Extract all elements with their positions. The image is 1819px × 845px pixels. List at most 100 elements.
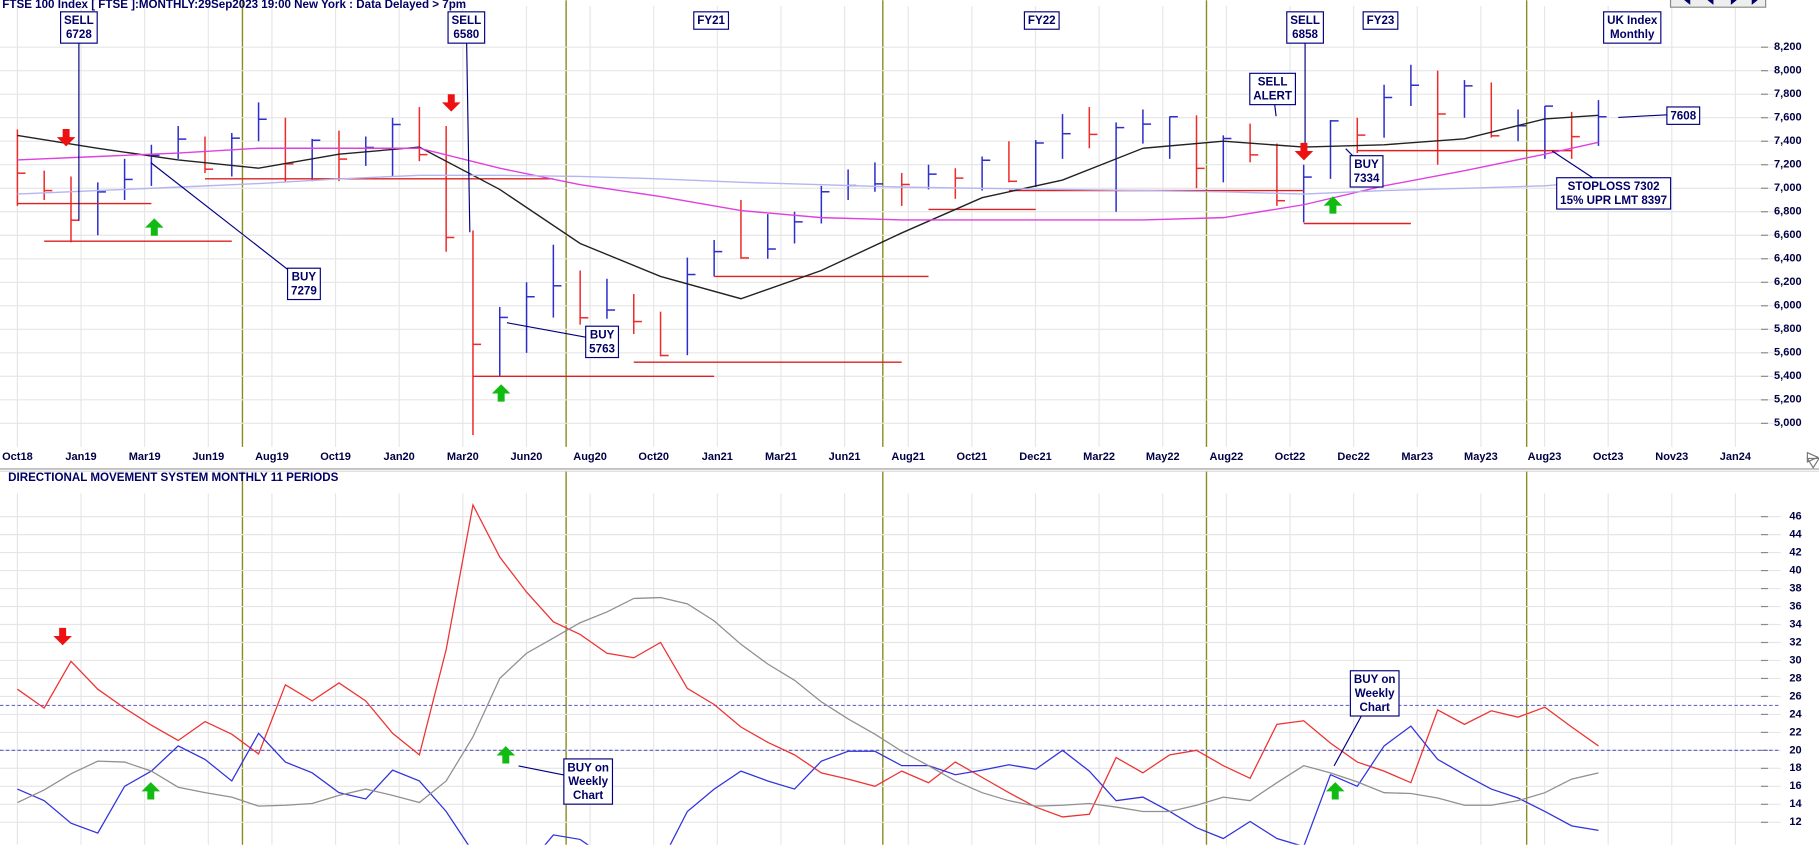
annotation-text: Weekly: [1355, 687, 1395, 700]
scroll-marker[interactable]: [1806, 451, 1819, 463]
y-tick-label: 8,000: [1774, 65, 1802, 77]
y-tick-label: 5,400: [1774, 370, 1802, 382]
annotation-text: 6580: [453, 28, 479, 41]
y-tick-label: 12: [1789, 816, 1801, 828]
y-tick-label: 26: [1789, 690, 1801, 702]
x-tick-label: Jan24: [1720, 451, 1752, 463]
scroll-marker[interactable]: [1806, 457, 1819, 469]
annotation: FY23: [1362, 11, 1399, 30]
x-tick-label: Oct20: [638, 451, 669, 463]
x-tick-label: Mar21: [765, 451, 797, 463]
nav-bar[interactable]: [1669, 0, 1767, 8]
x-tick-label: Aug22: [1210, 451, 1244, 463]
y-tick-label: 7,000: [1774, 182, 1802, 194]
y-tick-label: 7,800: [1774, 88, 1802, 100]
dms-lines: [17, 503, 1599, 845]
annotation-text: Monthly: [1610, 28, 1655, 41]
x-tick-label: Jun19: [192, 451, 224, 463]
y-tick-label: 42: [1789, 547, 1801, 559]
y-tick-label: 6,200: [1774, 276, 1802, 288]
x-tick-label: Jun21: [829, 451, 861, 463]
annotation-text: SELL: [452, 14, 482, 27]
annotation-leader: [465, 25, 471, 233]
y-tick-label: 30: [1789, 654, 1801, 666]
sell-arrow: [1294, 142, 1314, 161]
annotation-text: Weekly: [568, 775, 608, 788]
x-tick-label: Jan20: [384, 451, 415, 463]
annotation-text: BUY: [1354, 158, 1379, 171]
annotation-text: FY21: [697, 14, 725, 27]
annotation-box: [60, 11, 98, 44]
annotation-box: [1362, 11, 1399, 30]
x-tick-label: Oct18: [2, 451, 33, 463]
dms-line: [17, 725, 1599, 845]
y-tick-label: 24: [1789, 708, 1802, 720]
y-tick-label: 14: [1789, 798, 1802, 810]
y-tick-label: 38: [1789, 582, 1801, 594]
annotation-text: 6728: [66, 28, 92, 41]
annotation-box: [286, 267, 321, 301]
buy-arrow: [1325, 782, 1345, 800]
annotation-box: [585, 325, 620, 359]
annotation-text: 7334: [1354, 172, 1380, 185]
y-tick-label: 44: [1789, 529, 1802, 541]
annotation-box: [447, 11, 486, 44]
buy-arrow: [145, 218, 164, 236]
annotation-text: FY23: [1367, 14, 1395, 27]
dms-line: [17, 596, 1599, 813]
x-tick-label: Dec21: [1019, 451, 1051, 463]
moving-average: [17, 174, 1599, 195]
indicator-title: DIRECTIONAL MOVEMENT SYSTEM MONTHLY 11 P…: [8, 471, 339, 484]
y-tick-label: 5,600: [1774, 347, 1802, 359]
y-tick-label: 8,200: [1774, 41, 1802, 53]
x-tick-label: Dec22: [1337, 451, 1369, 463]
annotation-text: 15% UPR LMT 8397: [1560, 194, 1667, 207]
x-tick-label: Mar19: [129, 451, 161, 463]
y-tick-label: 5,200: [1774, 394, 1802, 406]
y-tick-label: 32: [1789, 636, 1801, 648]
dms-line: [17, 503, 1599, 818]
annotation-text: 7279: [291, 284, 317, 297]
y-tick-label: 7,200: [1774, 159, 1802, 171]
x-tick-label: Oct22: [1275, 451, 1306, 463]
annotation-text: BUY: [292, 271, 317, 284]
y-tick-label: 7,600: [1774, 112, 1802, 124]
annotation-text: 7608: [1670, 109, 1696, 122]
annotation: FY22: [1023, 11, 1060, 30]
buy-arrow: [1323, 196, 1343, 214]
annotation-box: [1603, 11, 1662, 44]
nav-buttons[interactable]: [1669, 0, 1767, 8]
annotation-box: [1249, 72, 1296, 106]
annotation-text: 5763: [589, 342, 615, 355]
annotation: FY21: [693, 11, 730, 30]
price-bars: [16, 64, 1607, 436]
annotation-text: SELL: [1258, 76, 1288, 89]
y-tick-label: 34: [1789, 618, 1802, 630]
x-tick-label: Oct21: [957, 451, 988, 463]
annotation-box: [563, 758, 614, 805]
chart-title: FTSE 100 Index [ FTSE ]:MONTHLY:29Sep202…: [2, 0, 466, 11]
x-tick-label: Jan21: [702, 451, 733, 463]
y-tick-label: 6,000: [1774, 300, 1802, 312]
y-tick-label: 18: [1789, 762, 1801, 774]
y-tick-label: 22: [1789, 726, 1801, 738]
y-tick-label: 16: [1789, 780, 1801, 792]
y-tick-label: 6,600: [1774, 229, 1802, 241]
x-tick-label: Aug19: [255, 451, 289, 463]
y-tick-label: 7,400: [1774, 135, 1802, 147]
x-tick-label: Mar22: [1083, 451, 1115, 463]
annotation-box: [1349, 670, 1400, 717]
annotation-text: Chart: [573, 789, 603, 802]
buy-arrow: [496, 746, 516, 764]
